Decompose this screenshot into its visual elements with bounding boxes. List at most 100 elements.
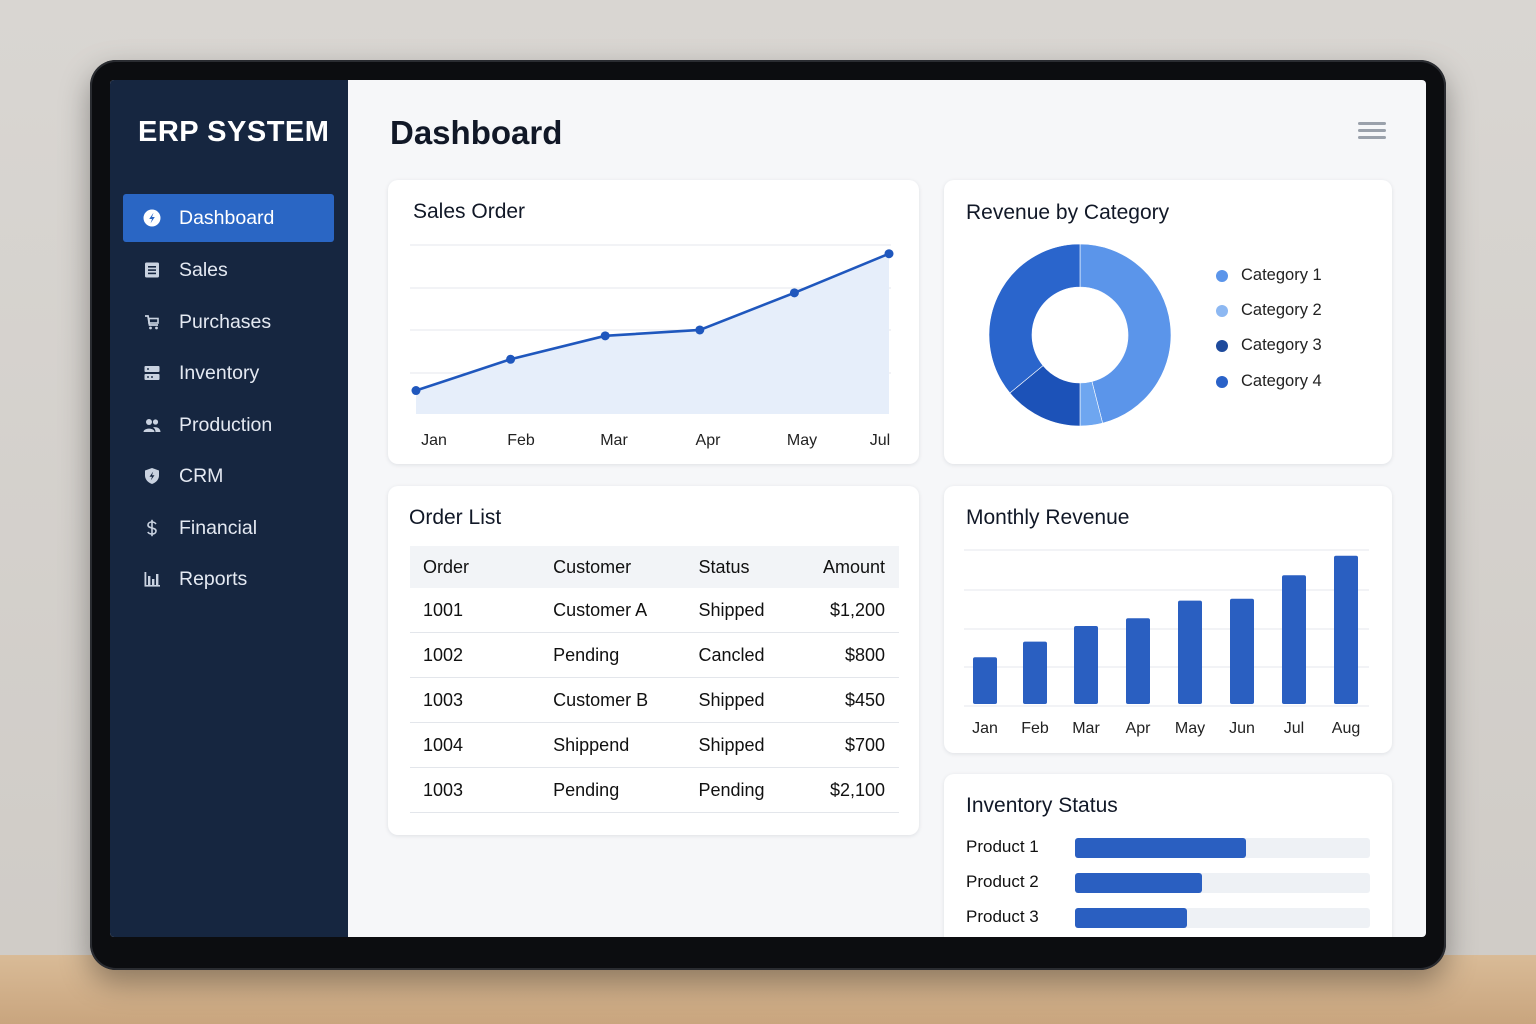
sidebar-item-crm[interactable]: CRM	[123, 452, 334, 500]
sidebar-item-label: Inventory	[179, 361, 260, 384]
legend-swatch	[1216, 304, 1228, 317]
inventory-row-product-2: Product 2	[966, 871, 1370, 893]
order-list-title: Order List	[409, 506, 502, 529]
x-tick-label: Mar	[1072, 720, 1100, 737]
order-status: Pending	[685, 767, 810, 813]
table-row[interactable]: 1003 Pending Pending $2,100	[410, 767, 899, 813]
table-row[interactable]: 1003 Customer B Shipped $450	[410, 677, 899, 723]
inventory-product-label: Product 2	[966, 872, 1039, 891]
column-header-order[interactable]: Order	[410, 546, 541, 588]
revenue-by-category-title: Revenue by Category	[966, 201, 1170, 224]
inventory-bar-track	[1075, 908, 1370, 928]
order-id: 1003	[410, 767, 541, 813]
x-tick-label: Apr	[696, 432, 722, 449]
x-tick-label: Aug	[1332, 720, 1360, 737]
x-tick-label: Jan	[972, 720, 998, 737]
order-customer: Shippend	[540, 722, 686, 768]
order-id: 1002	[410, 632, 541, 678]
bar	[1074, 626, 1098, 704]
data-point	[884, 249, 894, 259]
sidebar-item-inventory[interactable]: Inventory	[123, 349, 334, 397]
sidebar-item-financial[interactable]: Financial	[123, 504, 334, 552]
bar	[973, 657, 997, 704]
sidebar: ERP SYSTEM Dashboard Sales Purchases Inv…	[110, 80, 348, 937]
legend-item-category-3: Category 3	[1216, 336, 1322, 355]
order-list-card: Order List Order Customer Status Amount …	[388, 486, 919, 835]
order-customer: Customer A	[540, 588, 686, 633]
document-icon	[143, 261, 161, 279]
table-row[interactable]: 1004 Shippend Shipped $700	[410, 722, 899, 768]
column-header-customer[interactable]: Customer	[540, 546, 686, 588]
x-tick-label: Jun	[1229, 720, 1255, 737]
table-row[interactable]: 1001 Customer A Shipped $1,200	[410, 588, 899, 633]
donut-slice	[988, 243, 1081, 394]
sidebar-item-label: Production	[179, 413, 273, 436]
data-point	[789, 288, 799, 298]
legend-label: Category 3	[1241, 336, 1322, 354]
inventory-product-label: Product 3	[966, 907, 1039, 926]
column-header-amount[interactable]: Amount	[809, 546, 899, 588]
sidebar-item-label: Purchases	[179, 310, 272, 333]
sales-order-title: Sales Order	[413, 200, 526, 223]
order-status: Shipped	[685, 588, 810, 633]
order-customer: Pending	[540, 632, 686, 678]
bar	[1126, 618, 1150, 704]
bar	[1282, 575, 1306, 704]
order-status: Shipped	[685, 722, 810, 768]
inventory-row-product-3: Product 3	[966, 906, 1370, 928]
data-point	[600, 331, 610, 341]
x-tick-label: Jul	[870, 432, 890, 449]
table-row[interactable]: 1002 Pending Cancled $800	[410, 632, 899, 678]
inventory-bar-track	[1075, 873, 1370, 893]
inventory-bar-fill	[1075, 873, 1202, 893]
sidebar-item-production[interactable]: Production	[123, 401, 334, 449]
legend-label: Category 4	[1241, 372, 1322, 390]
sidebar-item-sales[interactable]: Sales	[123, 246, 334, 294]
sales-order-chart: Jan Feb Mar Apr May Jul	[410, 244, 894, 449]
sidebar-item-dashboard[interactable]: Dashboard	[123, 194, 334, 242]
order-amount: $1,200	[809, 588, 899, 633]
page-title: Dashboard	[390, 114, 563, 151]
hamburger-menu-button[interactable]	[1356, 120, 1388, 144]
sidebar-item-label: CRM	[179, 464, 224, 487]
order-amount: $2,100	[809, 767, 899, 813]
monthly-revenue-card: Monthly Revenue Jan Feb Mar Apr May Jun Jul Aug	[944, 486, 1392, 753]
x-tick-label: May	[787, 432, 817, 449]
bar-chart-icon	[143, 570, 161, 588]
bar	[1334, 555, 1358, 704]
legend-item-category-1: Category 1	[1216, 266, 1322, 285]
sidebar-item-reports[interactable]: Reports	[123, 555, 334, 603]
sidebar-item-purchases[interactable]: Purchases	[123, 298, 334, 346]
order-amount: $700	[809, 722, 899, 768]
x-tick-label: Feb	[1021, 720, 1049, 737]
shield-icon	[143, 467, 161, 485]
inventory-bar-fill	[1075, 908, 1188, 928]
brand-title: ERP SYSTEM	[138, 116, 330, 148]
bar	[1178, 600, 1202, 704]
order-customer: Pending	[540, 767, 686, 813]
cart-icon	[143, 313, 161, 331]
legend-item-category-4: Category 4	[1216, 372, 1322, 391]
order-id: 1001	[410, 588, 541, 633]
revenue-by-category-card: Revenue by Category Category 1 Category …	[944, 180, 1392, 464]
order-amount: $450	[809, 677, 899, 723]
dashboard-icon	[143, 209, 161, 227]
x-tick-label: Jul	[1284, 720, 1304, 737]
order-id: 1004	[410, 722, 541, 768]
legend-label: Category 1	[1241, 266, 1322, 284]
legend-item-category-2: Category 2	[1216, 301, 1322, 320]
x-tick-label: Jan	[421, 432, 447, 449]
revenue-donut-chart	[988, 243, 1172, 427]
order-id: 1003	[410, 677, 541, 723]
sidebar-item-label: Reports	[179, 567, 248, 590]
bar	[1023, 641, 1047, 704]
data-point	[506, 354, 516, 364]
series-line	[415, 252, 890, 392]
legend-swatch	[1216, 375, 1228, 388]
inventory-product-label: Product 1	[966, 837, 1039, 856]
column-header-status[interactable]: Status	[685, 546, 810, 588]
users-icon	[143, 416, 161, 434]
sidebar-item-label: Financial	[179, 516, 258, 539]
legend-swatch	[1216, 339, 1228, 352]
monthly-revenue-chart: Jan Feb Mar Apr May Jun Jul Aug	[964, 549, 1369, 737]
